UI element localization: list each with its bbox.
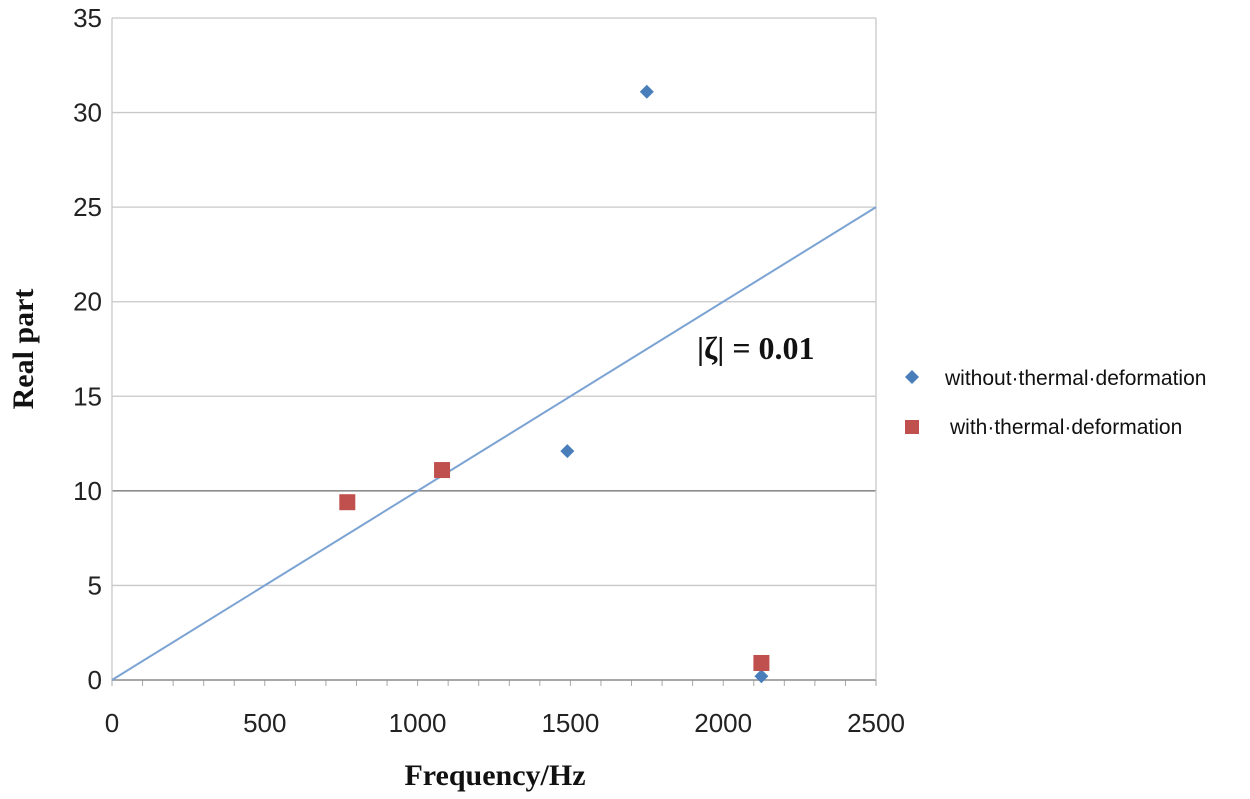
x-tick-labels: 0 500 1000 1500 2000 2500: [105, 708, 905, 738]
legend-label-with: with·thermal·deformation: [949, 416, 1182, 439]
legend-label-without: without·thermal·deformation: [944, 367, 1206, 390]
x-tick-label: 1000: [389, 708, 447, 738]
y-tick-labels: 0 5 10 15 20 25 30 35: [73, 3, 102, 695]
x-tick-label: 0: [105, 708, 119, 738]
x-axis-title: Frequency/Hz: [404, 759, 585, 792]
y-tick-label: 15: [73, 381, 102, 411]
square-point: [339, 494, 356, 511]
data-points: [339, 84, 770, 684]
y-tick-label: 20: [73, 287, 102, 317]
zeta-annotation: |ζ| = 0.01: [697, 330, 815, 366]
diamond-point: [754, 669, 769, 684]
legend-item-with: with·thermal·deformation: [905, 416, 1182, 439]
minor-ticks: [111, 680, 877, 686]
x-tick-label: 1500: [541, 708, 599, 738]
x-tick-label: 2500: [847, 708, 905, 738]
y-tick-label: 25: [73, 192, 102, 222]
reference-line: [111, 206, 877, 681]
diamond-point: [639, 84, 654, 99]
legend-item-without: without·thermal·deformation: [905, 367, 1206, 390]
y-tick-label: 5: [88, 570, 102, 600]
square-point: [753, 654, 770, 671]
axes: [111, 18, 877, 681]
legend: without·thermal·deformation with·thermal…: [905, 367, 1206, 439]
legend-square-marker: [905, 420, 919, 434]
grid: [112, 17, 876, 587]
y-tick-label: 35: [73, 3, 102, 33]
y-axis-title: Real part: [7, 289, 40, 410]
y-tick-label: 0: [88, 665, 102, 695]
x-tick-label: 2000: [694, 708, 752, 738]
diamond-point: [560, 444, 575, 459]
reference-line-layer: [111, 206, 877, 681]
x-tick-label: 500: [243, 708, 286, 738]
y-tick-label: 30: [73, 98, 102, 128]
square-point: [434, 462, 451, 479]
legend-diamond-marker: [905, 370, 919, 384]
y-tick-label: 10: [73, 476, 102, 506]
